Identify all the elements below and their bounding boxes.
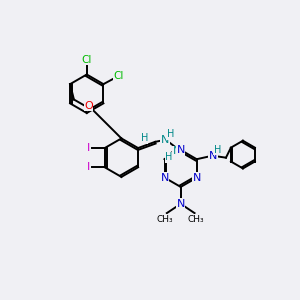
- Text: N: N: [160, 173, 169, 183]
- Text: H: H: [214, 145, 221, 155]
- Text: I: I: [87, 162, 90, 172]
- Text: H: H: [167, 129, 174, 139]
- Text: N: N: [172, 146, 181, 156]
- Text: N: N: [209, 151, 217, 161]
- Text: H: H: [141, 133, 148, 143]
- Text: Cl: Cl: [82, 55, 92, 65]
- Text: N: N: [161, 135, 169, 145]
- Text: CH₃: CH₃: [157, 215, 174, 224]
- Text: N: N: [176, 145, 185, 155]
- Text: Cl: Cl: [114, 71, 124, 81]
- Text: O: O: [84, 101, 93, 111]
- Text: H: H: [165, 152, 172, 162]
- Text: N: N: [193, 173, 201, 183]
- Text: CH₃: CH₃: [188, 215, 204, 224]
- Text: I: I: [87, 143, 90, 153]
- Text: N: N: [176, 199, 185, 209]
